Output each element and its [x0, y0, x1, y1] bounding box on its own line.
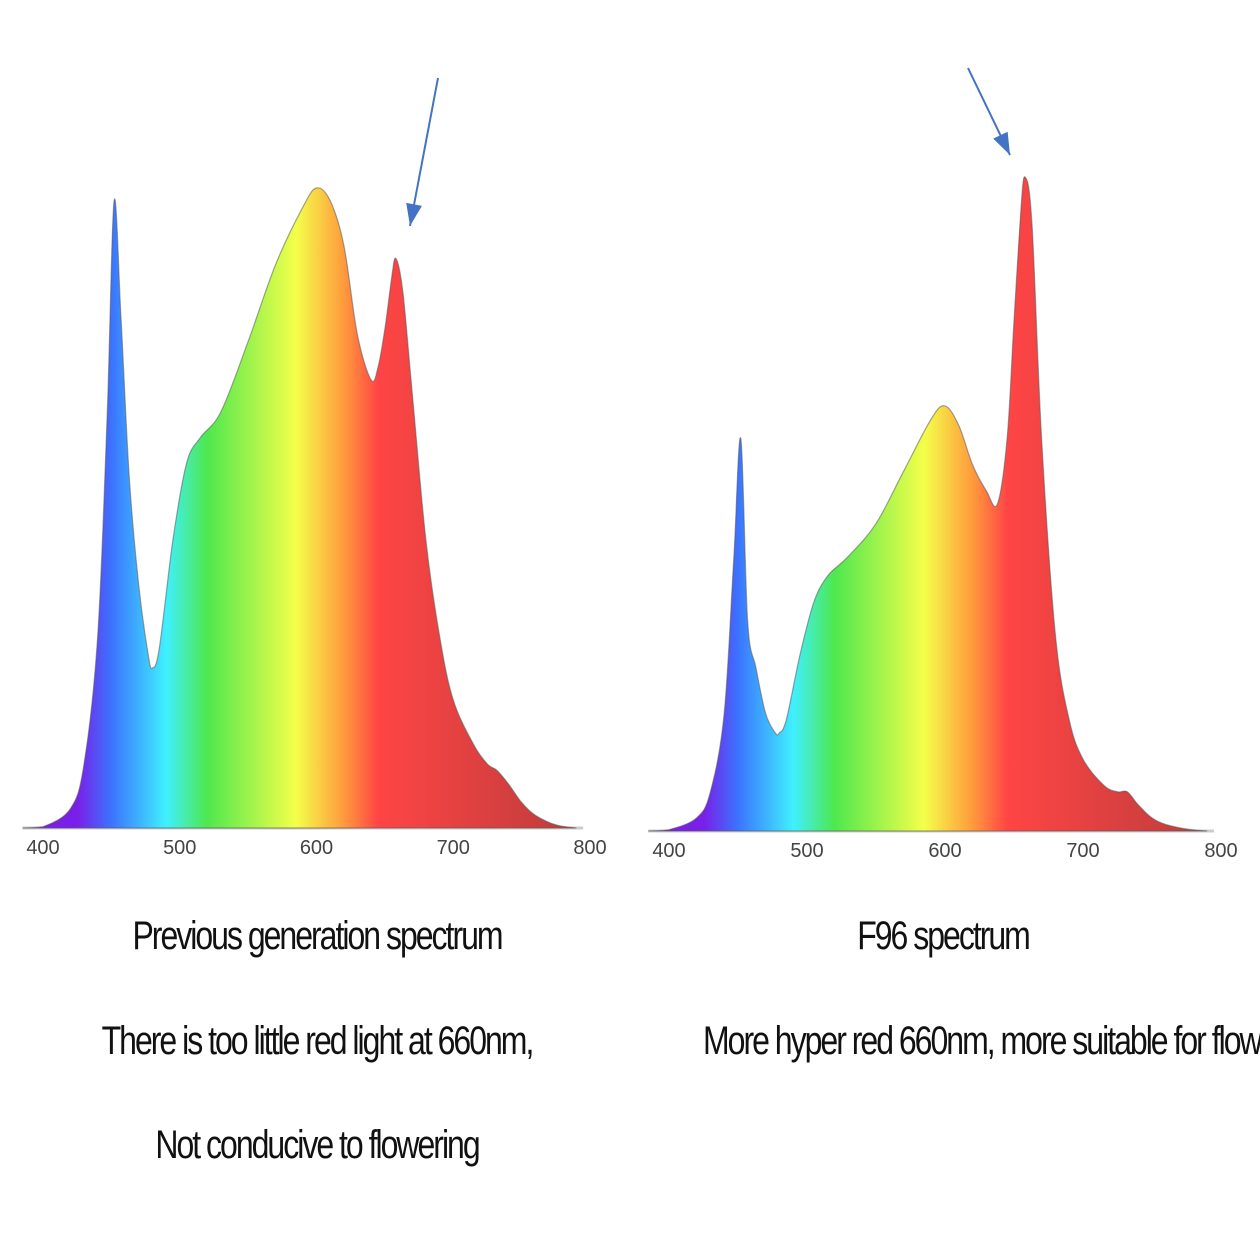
- right-caption-line-1: More hyper red 660nm, more suitable for …: [703, 1019, 1260, 1063]
- spectrum-charts: 400 500 600 700 800 400 500 600 700 800: [22, 67, 1238, 862]
- x-tick-label-1-2: 600: [928, 840, 961, 862]
- x-tick-label-1-3: 700: [1066, 840, 1099, 862]
- x-tick-label-1-4: 800: [1204, 840, 1237, 862]
- spectrum-area-1: [648, 176, 1208, 832]
- spectrum-area-0: [22, 187, 577, 829]
- arrow-annotation-head-0: [406, 202, 422, 226]
- x-tick-label-0-1: 500: [163, 837, 196, 859]
- x-tick-label-0-3: 700: [437, 837, 470, 859]
- x-tick-label-0-0: 400: [26, 837, 59, 859]
- left-caption-line-1: There is too little red light at 660nm,: [101, 1019, 535, 1063]
- x-tick-label-1-0: 400: [652, 840, 685, 862]
- x-tick-label-0-4: 800: [573, 837, 606, 859]
- left-caption-title: Previous generation spectrum: [132, 914, 503, 958]
- x-tick-label-1-1: 500: [790, 840, 823, 862]
- x-tick-label-0-2: 600: [300, 837, 333, 859]
- arrow-annotation-line-0: [409, 77, 439, 227]
- arrow-annotation-head-1: [993, 131, 1010, 155]
- right-caption-title: F96 spectrum: [857, 914, 1031, 958]
- left-caption-line-2: Not conducive to flowering: [155, 1123, 480, 1167]
